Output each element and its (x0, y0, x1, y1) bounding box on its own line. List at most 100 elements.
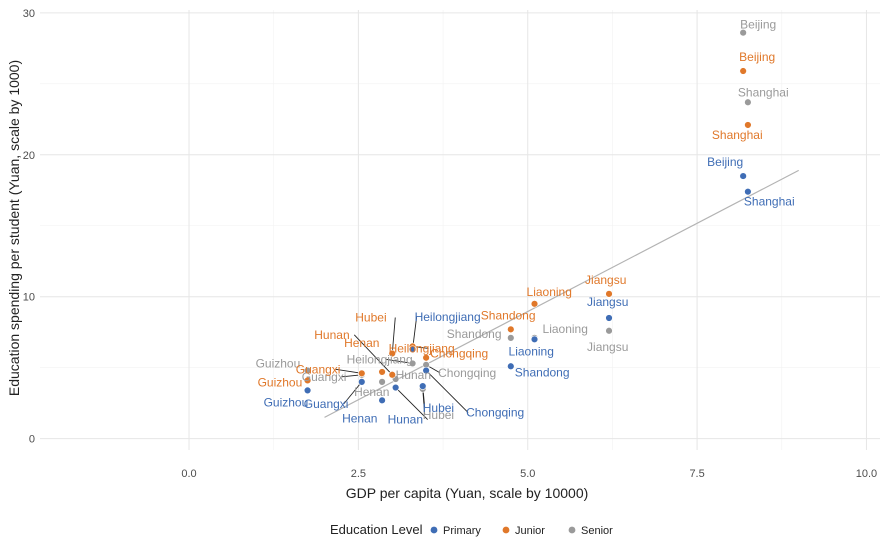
point-junior-guizhou (303, 376, 312, 385)
point-junior-hubei (388, 349, 396, 358)
point-junior-beijing (739, 67, 747, 75)
point-label-junior: Guizhou (258, 375, 303, 389)
point-label-senior: Hunan (396, 368, 431, 382)
point-senior-guizhou (303, 366, 312, 375)
point-primary-chongqing (422, 366, 430, 375)
point-label-junior: Liaoning (527, 285, 572, 299)
trend-layer (324, 169, 799, 418)
point-label-primary: Shandong (515, 365, 570, 379)
point-label-junior: Beijing (739, 50, 775, 64)
y-axis-title: Education spending per student (Yuan, sc… (6, 60, 22, 396)
point-label-junior: Heilongjiang (389, 341, 455, 355)
legend-label: Senior (581, 525, 613, 537)
leader-line (425, 370, 469, 413)
point-label-senior: Heilongjiang (347, 352, 413, 366)
point-primary-hubei (419, 382, 427, 390)
x-tick-label: 2.5 (351, 468, 366, 480)
x-tick-label: 10.0 (856, 468, 877, 480)
point-primary-guizhou (303, 386, 312, 395)
point-label-junior: Chongqing (430, 347, 488, 361)
legend-swatch (502, 526, 510, 534)
y-tick-label: 0 (29, 434, 35, 446)
point-label-primary: Liaoning (509, 344, 554, 358)
point-label-junior: Shanghai (712, 128, 763, 142)
point-junior-shandong (507, 325, 515, 334)
point-junior-jiangsu (605, 290, 613, 298)
trend-line (324, 169, 799, 418)
leader-line (335, 368, 362, 374)
point-label-senior: Chongqing (438, 366, 496, 380)
point-primary-guangxi (358, 378, 366, 386)
leader-line (395, 387, 428, 420)
point-senior-beijing (739, 29, 747, 37)
point-label-senior: Henan (354, 385, 389, 399)
point-label-senior: Jiangsu (587, 340, 628, 354)
point-label-junior: Henan (344, 336, 379, 350)
legend-label: Junior (515, 525, 545, 537)
point-primary-shanghai (744, 187, 752, 196)
point-label-primary: Beijing (707, 155, 743, 169)
point-label-junior: Shandong (481, 308, 536, 322)
point-junior-guangxi (358, 369, 366, 378)
point-label-junior: Hunan (314, 328, 349, 342)
point-label-primary: Jiangsu (587, 295, 628, 309)
legend-title: Education Level (330, 522, 423, 537)
leader-layer (335, 317, 469, 420)
x-tick-label: 0.0 (181, 468, 196, 480)
point-layer (303, 29, 752, 405)
point-label-junior: Jiangsu (585, 273, 626, 287)
point-senior-heilongjiang (408, 359, 417, 368)
point-junior-hunan (388, 371, 396, 379)
point-primary-heilongjiang (408, 345, 417, 353)
grid-layer (40, 10, 880, 450)
y-tick-label: 10 (23, 292, 35, 304)
point-label-primary: Hubei (423, 401, 454, 415)
leader-line (391, 317, 396, 354)
point-label-primary: Shanghai (744, 195, 795, 209)
point-label-senior: Guizhou (256, 357, 301, 371)
point-primary-jiangsu (605, 314, 613, 322)
y-tick-label: 30 (23, 8, 35, 20)
point-label-primary: Guizhou (264, 395, 309, 409)
point-label-senior: Guangxi (302, 370, 347, 384)
point-primary-beijing (739, 172, 747, 180)
leader-line (343, 381, 363, 405)
point-label-primary: Chongqing (466, 406, 524, 420)
point-junior-shanghai (744, 121, 752, 129)
legend-swatch (568, 526, 576, 534)
point-label-junior: Hubei (355, 310, 386, 324)
x-tick-label: 5.0 (520, 468, 535, 480)
leader-line (386, 358, 413, 364)
axis-layer: GDP per capita (Yuan, scale by 10000) Ed… (6, 8, 877, 501)
point-label-senior: Shanghai (738, 85, 789, 99)
label-layer: BeijingShanghaiJiangsuLiaoningShandongHe… (256, 18, 795, 427)
point-label-senior: Liaoning (543, 322, 588, 336)
point-label-primary: Hunan (388, 413, 423, 427)
x-axis-title: GDP per capita (Yuan, scale by 10000) (346, 485, 589, 501)
legend: Education Level Primary Junior Senior (330, 522, 613, 537)
point-label-senior: Shandong (447, 327, 502, 341)
point-label-primary: Heilongjiang (415, 310, 481, 324)
point-primary-shandong (507, 362, 515, 370)
point-senior-shanghai (744, 98, 752, 106)
point-primary-liaoning (530, 335, 539, 343)
point-label-primary: Guangxi (304, 397, 349, 411)
leader-line (353, 334, 393, 376)
point-junior-henan (378, 368, 386, 376)
point-junior-liaoning (530, 300, 539, 308)
point-label-junior: Guangxi (296, 362, 341, 376)
point-senior-jiangsu (605, 327, 613, 335)
x-tick-label: 7.5 (689, 468, 704, 480)
point-label-senior: Hubei (423, 408, 454, 422)
point-senior-henan (378, 378, 386, 386)
point-junior-chongqing (422, 354, 430, 362)
point-primary-hunan (391, 383, 400, 392)
point-primary-henan (378, 396, 386, 405)
legend-swatch (430, 526, 438, 534)
point-label-primary: Henan (342, 411, 377, 425)
legend-label: Primary (443, 525, 481, 537)
y-tick-label: 20 (23, 150, 35, 162)
point-senior-shandong (507, 334, 515, 342)
